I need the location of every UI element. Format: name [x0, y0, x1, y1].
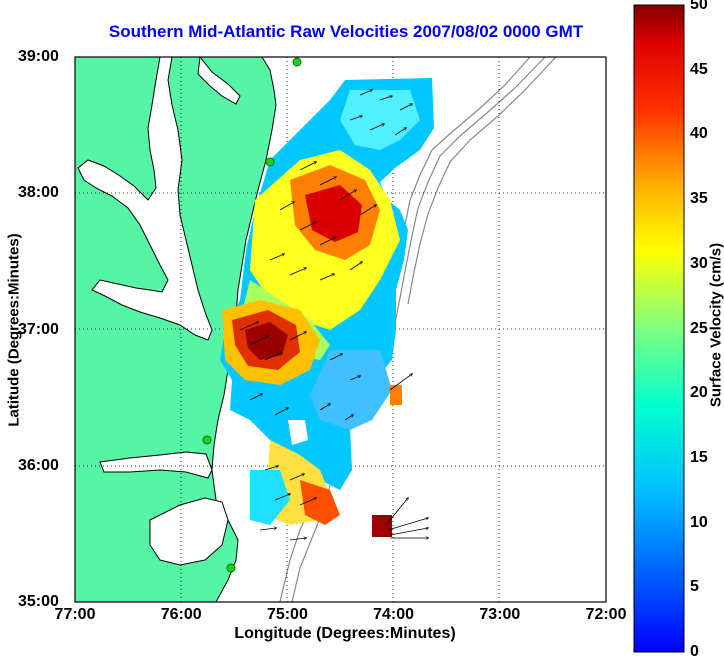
colorbar-tick-label: 30: [690, 255, 708, 273]
y-tick-label: 36:00: [18, 457, 59, 475]
colorbar-tick-label: 50: [690, 0, 708, 14]
colorbar-tick-label: 10: [690, 514, 708, 532]
colorbar: [634, 5, 684, 652]
colorbar-tick-label: 15: [690, 449, 708, 467]
x-tick-label: 74:00: [373, 606, 414, 624]
colorbar-tick-label: 40: [690, 125, 708, 143]
y-tick-label: 35:00: [18, 593, 59, 611]
colorbar-tick-label: 25: [690, 320, 708, 338]
colorbar-tick-label: 5: [690, 578, 699, 596]
colorbar-label: Surface Velocity (cm/s): [708, 243, 724, 407]
y-tick-label: 37:00: [18, 321, 59, 339]
colorbar-tick-label: 35: [690, 190, 708, 208]
x-tick-label: 77:00: [55, 606, 96, 624]
colorbar-tick-label: 20: [690, 384, 708, 402]
colorbar-tick-label: 0: [690, 643, 699, 661]
x-axis-label: Longitude (Degrees:Minutes): [234, 625, 455, 643]
y-tick-label: 38:00: [18, 184, 59, 202]
y-tick-label: 39:00: [18, 48, 59, 66]
colorbar-tick-label: 45: [690, 61, 708, 79]
x-tick-label: 73:00: [479, 606, 520, 624]
x-tick-label: 72:00: [586, 606, 627, 624]
x-tick-label: 76:00: [161, 606, 202, 624]
x-tick-label: 75:00: [267, 606, 308, 624]
